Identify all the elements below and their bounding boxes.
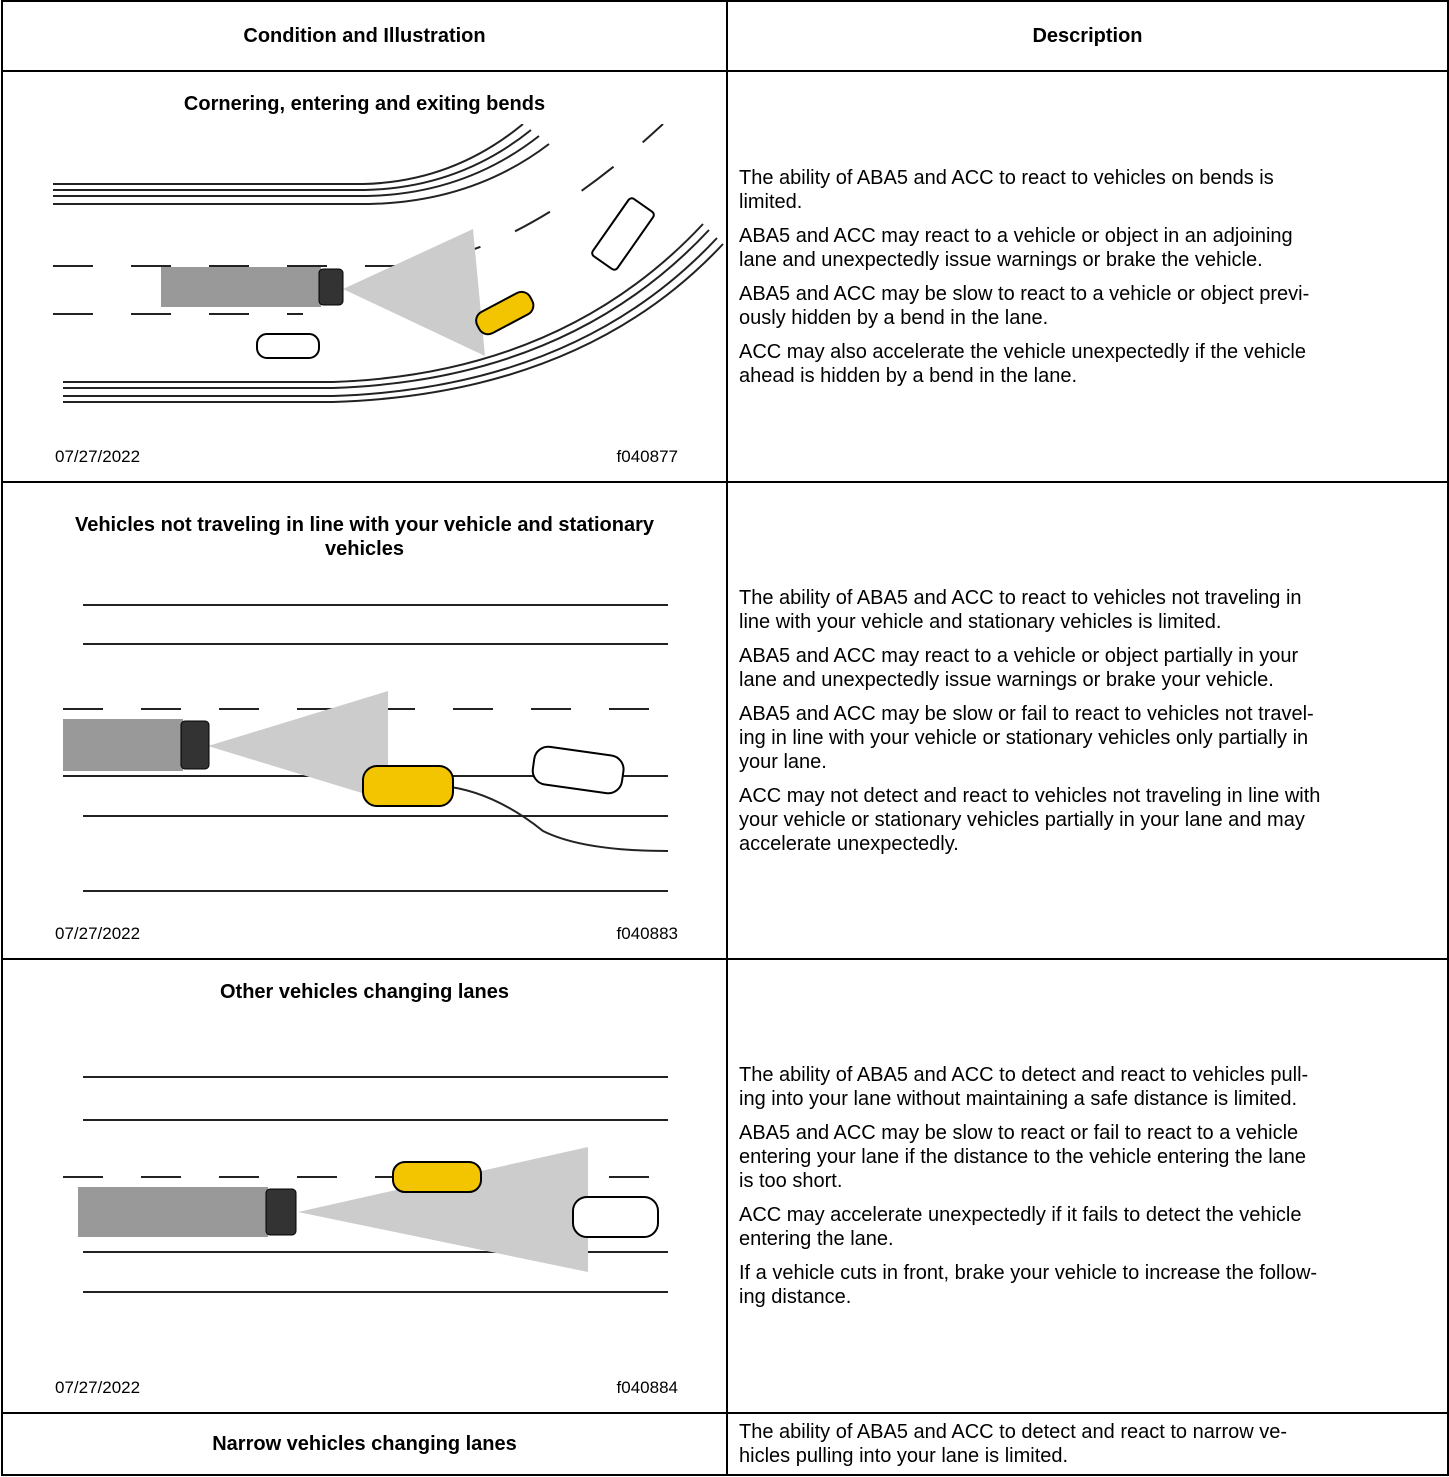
description-paragraph: The ability of ABA5 and ACC to react to … [739, 586, 1302, 633]
condition-title: Narrow vehicles changing lanes [212, 1432, 517, 1455]
condition-title: Other vehicles changing lanes [220, 981, 509, 1003]
description-cell: The ability of ABA5 and ACC to react to … [726, 481, 1449, 960]
description-paragraph: ACC may accelerate unexpectedly if it fa… [739, 1204, 1302, 1250]
description-paragraph: ABA5 and ACC may be slow to react or fai… [739, 1122, 1307, 1192]
description-paragraph: ABA5 and ACC may react to a vehicle or o… [739, 644, 1299, 691]
description-cell: The ability of ABA5 and ACC to detect an… [726, 958, 1449, 1414]
description-cell: The ability of ABA5 and ACC to react to … [726, 70, 1449, 483]
figure-code: f040877 [616, 447, 678, 466]
condition-box: Cornering, entering and exiting bends [3, 72, 726, 481]
figure-date: 07/27/2022 [55, 924, 141, 943]
description-paragraph: If a vehicle cuts in front, brake your v… [739, 1262, 1318, 1308]
figure-code: f040884 [616, 1378, 678, 1397]
condition-title: Cornering, entering and exiting bends [183, 93, 546, 115]
column-header: Condition and Illustration [1, 0, 728, 72]
illustration [63, 604, 669, 892]
figure-date: 07/27/2022 [55, 1378, 141, 1397]
condition-box: Other vehicles changing lanes 07/27/2022… [3, 960, 726, 1412]
description-paragraph: ABA5 and ACC may be slow or fail to reac… [739, 702, 1314, 773]
table-row: Other vehicles changing lanes 07/27/2022… [1, 958, 1449, 1414]
condition-cell: Vehicles not traveling in line with your… [1, 481, 728, 960]
table-row: Cornering, entering and exiting bends [1, 70, 1449, 483]
description-paragraph: The ability of ABA5 and ACC to detect an… [739, 1421, 1288, 1467]
description-paragraph: ACC may not detect and react to vehicles… [739, 784, 1321, 855]
figure-date: 07/27/2022 [55, 447, 141, 466]
description-paragraph: The ability of ABA5 and ACC to detect an… [739, 1064, 1309, 1110]
description-paragraph: ABA5 and ACC may react to a vehicle or o… [739, 224, 1293, 271]
condition-title: Vehicles not traveling in line with your… [74, 514, 655, 560]
header-row: Condition and Illustration Description [1, 0, 1449, 72]
description-paragraph: ABA5 and ACC may be slow to react to a v… [739, 282, 1310, 329]
table-row: Narrow vehicles changing lanes The abili… [1, 1412, 1449, 1476]
condition-cell: Other vehicles changing lanes 07/27/2022… [1, 958, 728, 1414]
condition-cell: Cornering, entering and exiting bends [1, 70, 728, 483]
column-header: Description [726, 0, 1449, 72]
description-cell: The ability of ABA5 and ACC to detect an… [726, 1412, 1449, 1476]
figure-code: f040883 [616, 924, 678, 943]
condition-cell: Narrow vehicles changing lanes [1, 1412, 728, 1476]
description-paragraph: The ability of ABA5 and ACC to react to … [739, 166, 1274, 213]
illustration [53, 124, 724, 403]
table-row: Vehicles not traveling in line with your… [1, 481, 1449, 960]
illustration [63, 1076, 668, 1293]
description-paragraph: ACC may also accelerate the vehicle unex… [739, 340, 1306, 387]
condition-box: Vehicles not traveling in line with your… [3, 483, 726, 958]
